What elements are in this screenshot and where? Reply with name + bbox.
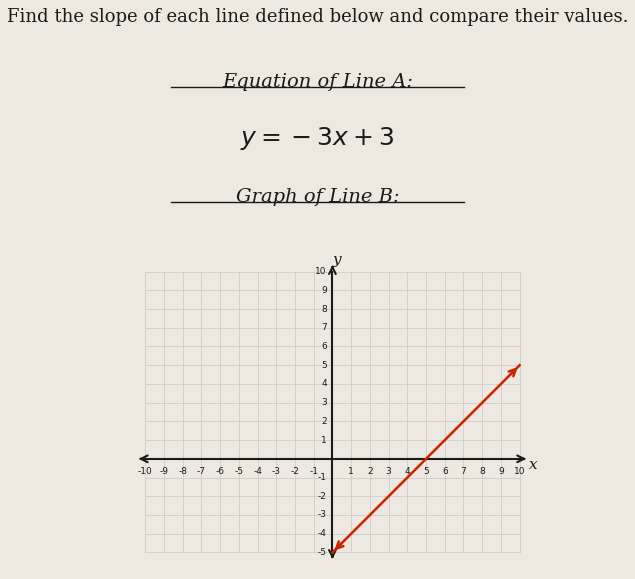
Text: 7: 7 (460, 467, 466, 477)
Text: -1: -1 (318, 473, 327, 482)
Text: Equation of Line A:: Equation of Line A: (222, 73, 413, 91)
Text: 5: 5 (321, 361, 327, 370)
Text: 5: 5 (423, 467, 429, 477)
Text: 8: 8 (479, 467, 485, 477)
Text: 6: 6 (321, 342, 327, 351)
Text: 2: 2 (367, 467, 373, 477)
Text: 10: 10 (514, 467, 525, 477)
Text: y: y (333, 254, 342, 267)
Text: -2: -2 (318, 492, 327, 501)
Text: 8: 8 (321, 305, 327, 314)
Text: $y = -3x + 3$: $y = -3x + 3$ (241, 125, 394, 152)
Text: -6: -6 (216, 467, 225, 477)
Text: Graph of Line B:: Graph of Line B: (236, 188, 399, 206)
Text: 2: 2 (321, 417, 327, 426)
Text: 4: 4 (321, 379, 327, 389)
Text: -8: -8 (178, 467, 187, 477)
Text: -3: -3 (318, 511, 327, 519)
Text: 9: 9 (498, 467, 504, 477)
Text: Find the slope of each line defined below and compare their values.: Find the slope of each line defined belo… (7, 8, 628, 26)
Text: -5: -5 (234, 467, 243, 477)
Text: 6: 6 (442, 467, 448, 477)
Text: -10: -10 (138, 467, 152, 477)
Text: 10: 10 (316, 267, 327, 276)
Text: -3: -3 (272, 467, 281, 477)
Text: -4: -4 (253, 467, 262, 477)
Text: 3: 3 (385, 467, 392, 477)
Text: 4: 4 (404, 467, 410, 477)
Text: -5: -5 (318, 548, 327, 557)
Text: -4: -4 (318, 529, 327, 538)
Text: 1: 1 (321, 435, 327, 445)
Text: x: x (528, 459, 537, 472)
Text: 9: 9 (321, 286, 327, 295)
Text: -9: -9 (159, 467, 168, 477)
Text: -1: -1 (309, 467, 318, 477)
Text: 1: 1 (348, 467, 354, 477)
Text: 7: 7 (321, 323, 327, 332)
Text: -7: -7 (197, 467, 206, 477)
Text: 3: 3 (321, 398, 327, 407)
Text: -2: -2 (291, 467, 300, 477)
